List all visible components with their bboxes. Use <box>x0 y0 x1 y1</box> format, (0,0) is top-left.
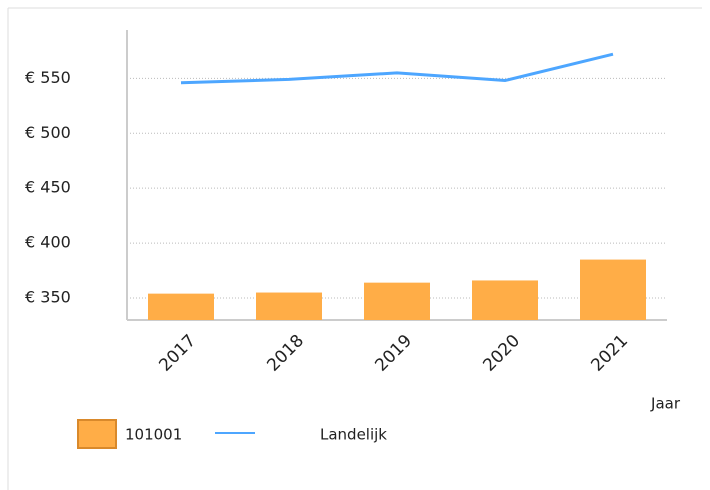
y-tick-label: € 450 <box>25 178 71 197</box>
legend-label: 101001 <box>125 426 182 444</box>
legend-label: Landelijk <box>320 426 387 444</box>
x-tick-label: 2020 <box>479 331 524 376</box>
y-tick-label: € 550 <box>25 68 71 87</box>
x-tick-label: 2018 <box>263 331 308 376</box>
y-tick-label: € 500 <box>25 123 71 142</box>
bar <box>580 259 646 320</box>
legend-swatch <box>77 419 117 449</box>
bar <box>364 282 430 320</box>
bar <box>472 280 538 320</box>
bar <box>148 293 214 320</box>
y-tick-label: € 350 <box>25 288 71 307</box>
x-tick-label: 2019 <box>371 331 416 376</box>
bar <box>256 292 322 320</box>
x-tick-label: 2021 <box>587 331 632 376</box>
line <box>180 52 614 85</box>
y-tick-label: € 400 <box>25 233 71 252</box>
x-tick-label: 2017 <box>155 331 200 376</box>
x-axis-label: Jaar <box>650 395 681 413</box>
